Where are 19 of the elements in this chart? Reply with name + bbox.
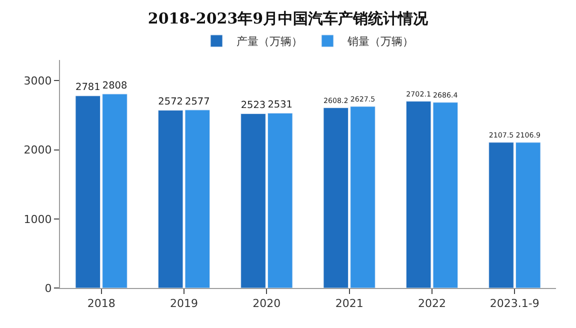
y-tick-label: 0 bbox=[44, 282, 52, 295]
data-label: 2523 bbox=[240, 100, 266, 112]
y-tick-label: 3000 bbox=[24, 74, 52, 88]
data-label: 2577 bbox=[185, 96, 210, 108]
x-tick-label: 2023.1-9 bbox=[490, 297, 540, 310]
x-tick-label: 2022 bbox=[418, 297, 446, 310]
chart-title: 2018-2023年9月中国汽车产销统计情况 bbox=[148, 10, 430, 28]
x-tick-label: 2020 bbox=[252, 297, 281, 310]
data-label: 2531 bbox=[268, 99, 292, 110]
legend-label: 销量（万辆） bbox=[346, 35, 414, 48]
x-tick-label: 2018 bbox=[87, 297, 116, 310]
x-tick-label: 2019 bbox=[170, 297, 198, 310]
legend-label: 产量（万辆） bbox=[236, 35, 302, 48]
y-tick-label: 2000 bbox=[24, 144, 52, 157]
data-label: 2808 bbox=[102, 80, 128, 92]
data-label: 2572 bbox=[158, 96, 183, 108]
x-tick-label: 2021 bbox=[335, 297, 364, 310]
data-label: 2781 bbox=[76, 82, 100, 94]
y-tick-label: 1000 bbox=[24, 212, 52, 226]
